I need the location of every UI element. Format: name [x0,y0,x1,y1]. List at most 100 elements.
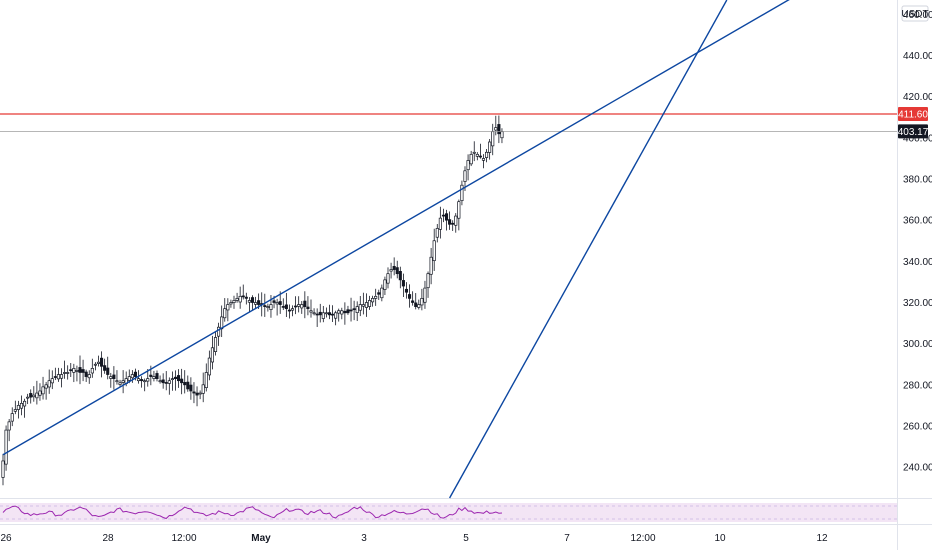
candle [177,369,181,388]
candle [435,224,439,243]
price-tick-label: 320.00 [903,298,932,309]
candle-body [1,460,5,478]
candle [155,370,159,382]
candle-body [10,413,14,422]
candle-body [53,376,57,378]
candle [183,370,187,394]
candle-body [497,124,501,135]
candle-body [247,300,251,303]
candle [281,298,285,311]
candle [352,300,356,321]
candle [115,370,119,385]
candle-body [460,184,464,202]
candle-body [361,304,365,307]
candle-body [257,300,261,305]
candle [72,363,76,383]
candle-body [198,392,202,395]
time-axis[interactable]: 26 28 12:00 May 3 5 7 12:00 10 12 [0,533,828,544]
candle-body [59,374,64,379]
time-tick-label: 26 [0,533,12,544]
candle-body [392,266,396,270]
candle [315,308,319,327]
candle-body [358,304,362,311]
candle [106,356,110,380]
candle [309,299,313,318]
candle [321,305,325,323]
candle [374,288,378,306]
currency-badge[interactable] [901,5,929,22]
candle-body [303,300,307,307]
candle-body [118,382,122,385]
candle-body [272,300,276,303]
candle [408,284,412,308]
currency-label: USDT [901,9,928,20]
candle-body [389,269,393,272]
candle [118,379,122,387]
candle-body [226,304,230,311]
candle-body [457,201,461,219]
candle [204,363,208,392]
candle-body [294,305,298,308]
price-tick-label: 300.00 [903,339,932,350]
candle-body [494,127,498,131]
candle-body [371,298,375,303]
candle-body [180,378,184,384]
candle-body [312,312,316,315]
time-tick-label: 3 [361,533,367,544]
candle [170,371,174,391]
candle [50,370,54,390]
candle-body [334,312,338,319]
candle [29,389,33,404]
candle-body [173,376,178,379]
upper-trendline[interactable] [2,0,835,456]
candle-body [127,376,131,381]
candle-body [112,374,116,379]
candle-body [161,379,165,384]
resistance-level-value: 411.60 [898,110,928,121]
candle [377,289,381,300]
candle-body [408,294,412,299]
candle-body [130,374,134,379]
price-axis[interactable]: 240.00 260.00 280.00 300.00 320.00 340.00 360.… [903,10,932,474]
candle [158,375,162,384]
candle [10,407,14,427]
candle [361,292,365,315]
candle-body [444,213,449,221]
candle [121,370,125,394]
candle [324,307,328,318]
candle-body [44,384,48,389]
candle-body [19,402,24,409]
candle [1,453,5,486]
steep-trendline[interactable] [448,0,728,499]
candle [380,284,384,302]
candle-body [500,131,504,139]
candle [198,390,202,400]
candle [217,322,221,346]
candle-body [26,396,30,399]
rsi-pane[interactable] [0,503,897,522]
candle [229,299,233,308]
candle-body [340,310,344,315]
candle [417,299,421,310]
candle [241,284,245,300]
candle-body [192,391,196,394]
candle [472,141,476,162]
candle [250,295,255,311]
candle [32,386,36,402]
candle [451,220,455,231]
price-tick-label: 260.00 [903,421,932,432]
candle [213,331,218,356]
candle-body [250,297,255,303]
candle-body [41,386,45,395]
candle [152,370,156,382]
candle-body [441,214,445,217]
candle-body [414,302,418,307]
price-pane[interactable] [0,0,897,498]
candle [207,350,211,381]
candle-body [149,374,153,377]
candle [334,310,338,326]
candle-body [417,304,421,308]
candle-body [349,309,353,312]
candle [69,362,73,377]
